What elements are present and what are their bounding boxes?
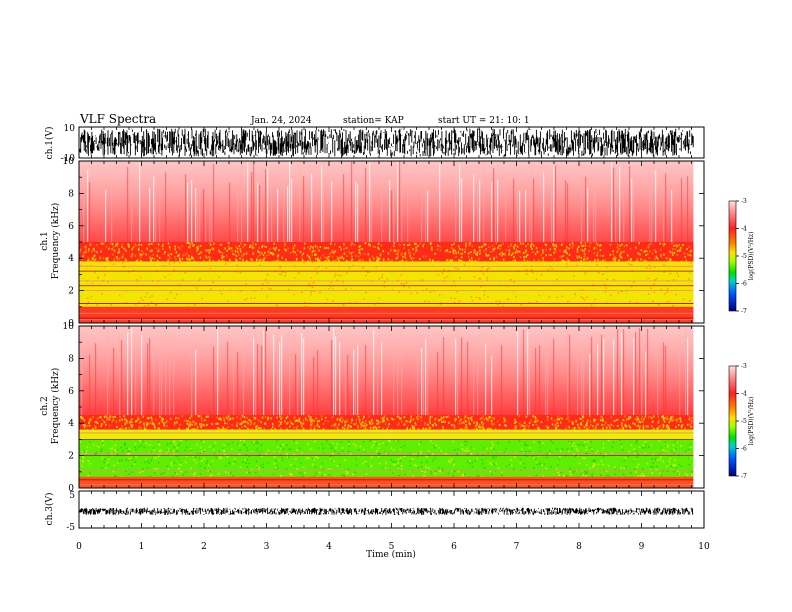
- ch2-colorbar-tick-label: -4: [741, 391, 747, 398]
- ch1-waveform-path: [79, 128, 694, 157]
- ch1-colorbar-tick-label: -4: [741, 226, 747, 233]
- ch1-spectrogram-ytick-label: 2: [68, 287, 74, 297]
- x-tick-label: 5: [389, 542, 395, 552]
- ch2-spectrogram-red-band: [79, 326, 694, 430]
- ch1-colorbar-tick-label: -5: [741, 253, 747, 260]
- ch1-colorbar-tick-label: -7: [741, 308, 747, 315]
- ch2-spectrogram-ytick-label: 6: [68, 387, 74, 397]
- ch2-colorbar-label: log(PSD)(V²/Hz): [748, 397, 755, 446]
- ch1-spectrogram-transition-band: [79, 242, 694, 262]
- x-tick-label: 9: [639, 542, 645, 552]
- x-axis-tick-labels: 0 1 2 3 4 5 6 7 8 9 10: [76, 542, 710, 552]
- ch2-spectrogram-yticks: 0 2 4 6 8 10: [63, 322, 704, 494]
- ch1-waveform-ylabel: ch.1(V): [44, 127, 55, 160]
- figure-title: VLF Spectra: [79, 112, 156, 126]
- x-tick-label: 0: [76, 542, 82, 552]
- ch3-waveform-ylabel: ch.3(V): [44, 493, 55, 526]
- ch3-waveform-panel: 5 -5 ch.3(V): [44, 490, 705, 533]
- ch2-spectrogram-yellow-band: [79, 429, 694, 440]
- ch2-spectrogram-ytick-label: 0: [68, 484, 74, 494]
- ch2-colorbar-tick-label: -7: [741, 473, 747, 480]
- ch1-ytick-bottom: -10: [61, 154, 76, 164]
- ch1-colorbar-tick-label: -3: [741, 198, 747, 205]
- ch2-spectrogram-low-band: [79, 476, 694, 488]
- ch2-spectrogram-ytick-label: 8: [68, 354, 74, 364]
- ch1-spectrogram-yellow-band: [79, 261, 694, 307]
- ch2-colorbar-scale: [728, 365, 737, 477]
- ch3-waveform-path: [79, 507, 694, 515]
- ch2-spectrogram-ytick-label: 4: [68, 419, 74, 429]
- x-tick-label: 1: [139, 542, 145, 552]
- ch1-spectrogram-ytick-label: 0: [68, 319, 74, 329]
- ch2-spectrogram-panel: 0 2 4 6 8 10 ch.2 Frequency (kHz): [40, 322, 705, 494]
- ch3-ytick-top: 5: [69, 491, 75, 501]
- date-label: Jan. 24, 2024: [250, 116, 312, 126]
- ch1-waveform-panel: 10 -10 ch.1(V): [44, 124, 705, 164]
- ch1-spectrogram-ytick-label: 4: [68, 254, 74, 264]
- ch1-spectrogram-ytick-label: 6: [68, 222, 74, 232]
- ch2-spectrogram-ytick-label: 2: [68, 452, 74, 462]
- ch1-colorbar-scale: [728, 200, 737, 312]
- ch2-spectrogram-ytick-label: 10: [63, 322, 75, 332]
- ch1-colorbar-label: log(PSD)(V²/Hz): [748, 232, 755, 281]
- ch2-colorbar-tick-label: -5: [741, 418, 747, 425]
- x-tick-label: 7: [514, 542, 520, 552]
- x-tick-label: 8: [576, 542, 582, 552]
- ch2-spectrogram-ylabel-line1: ch.2: [40, 396, 50, 415]
- ch1-spectrogram-image: [79, 161, 694, 323]
- ch2-colorbar: -3 -4 -5 -6 -7 log(PSD)(V²/Hz): [728, 363, 755, 480]
- ch3-waveform-trace: [79, 507, 694, 515]
- start-time-label: start UT = 21: 10: 1: [438, 116, 530, 126]
- ch2-spectrogram-image: [79, 326, 694, 488]
- station-label: station= KAP: [343, 116, 404, 126]
- x-axis-ticks: [78, 127, 705, 528]
- ch1-spectrogram-low-band: [79, 306, 694, 323]
- x-tick-label: 2: [201, 542, 207, 552]
- ch1-spectrogram-ytick-label: 10: [63, 157, 75, 167]
- ch1-spectrogram-ylabel-line1: ch.1: [40, 231, 50, 250]
- ch2-colorbar-tick-label: -6: [741, 446, 747, 453]
- ch2-spectrogram-ylabel-line2: Frequency (kHz): [50, 368, 61, 445]
- ch2-colorbar-tick-label: -3: [741, 363, 747, 370]
- x-tick-label: 10: [698, 542, 710, 552]
- x-tick-label: 3: [264, 542, 270, 552]
- x-axis-label: Time (min): [366, 549, 416, 560]
- ch1-spectrogram-yticks: 0 2 4 6 8 10: [63, 157, 704, 329]
- ch1-colorbar-tick-label: -6: [741, 281, 747, 288]
- ch1-ytick-top: 10: [64, 124, 76, 134]
- x-tick-label: 6: [451, 542, 457, 552]
- x-tick-label: 4: [326, 542, 332, 552]
- ch1-spectrogram-panel: 0 2 4 6 8 10 ch.1 Frequency (kHz): [40, 157, 705, 329]
- ch3-ytick-bottom: -5: [66, 523, 75, 533]
- ch1-spectrogram-ytick-label: 8: [68, 189, 74, 199]
- ch1-waveform-trace: [79, 128, 694, 157]
- ch1-colorbar: -3 -4 -5 -6 -7 log(PSD)(V²/Hz): [728, 198, 755, 315]
- ch1-spectrogram-ylabel-line2: Frequency (kHz): [50, 203, 61, 280]
